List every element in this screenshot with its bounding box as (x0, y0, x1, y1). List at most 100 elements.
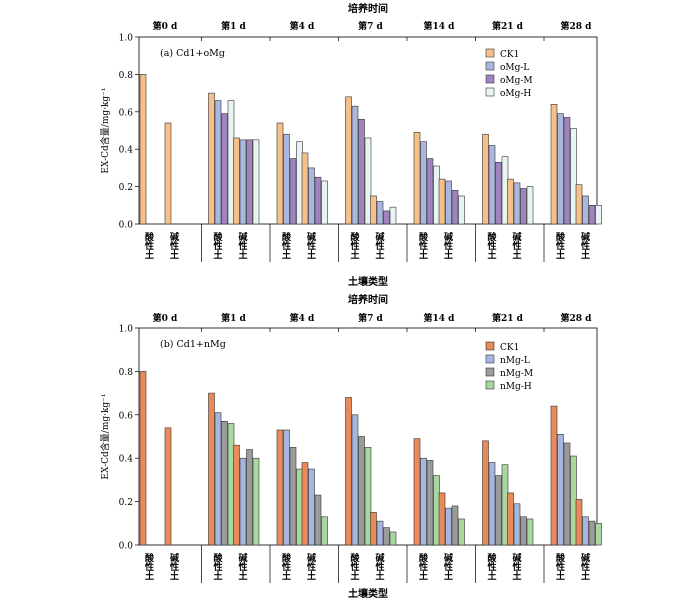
bar-ck1 (301, 462, 309, 546)
bar-nmg-l (420, 457, 427, 546)
bar-omg-m (314, 176, 322, 225)
bar-ck1 (413, 132, 421, 225)
bar-nmg-l (283, 429, 290, 546)
bar-nmg-h (227, 423, 235, 546)
soil-label: 酸性土 (212, 231, 223, 259)
y-axis-label: EX-Cd含量/mg·kg⁻¹ (99, 87, 111, 173)
soil-label: 碱性土 (374, 552, 385, 580)
bar-omg-m (426, 158, 434, 225)
bar-ck1 (575, 184, 583, 225)
y-tick-label: 0.0 (119, 542, 134, 552)
bar-ck1 (550, 405, 558, 546)
y-tick-label: 0.8 (119, 368, 134, 378)
day-label: 第7 d (358, 20, 383, 32)
bar-ck1 (345, 96, 352, 225)
y-axis-label: EX-Cd含量/mg·kg⁻¹ (99, 393, 111, 479)
soil-label: 酸性土 (280, 231, 291, 259)
soil-label: 碱性土 (511, 231, 522, 259)
soil-label: 碱性土 (168, 552, 179, 580)
bar-nmg-l (308, 468, 315, 546)
bar-ck1 (301, 152, 309, 225)
soil-label: 碱性土 (305, 552, 316, 580)
legend-label: oMg-L (500, 63, 529, 73)
panel-label: (a) Cd1+oMg (160, 48, 225, 59)
bar-omg-m (221, 113, 228, 225)
bar-nmg-h (595, 522, 602, 546)
bar-omg-h (296, 141, 303, 225)
bar-nmg-h (321, 516, 328, 546)
bar-nmg-m (520, 516, 527, 546)
day-label: 第7 d (358, 312, 383, 324)
day-label: 第1 d (221, 20, 246, 32)
soil-label: 碱性土 (579, 552, 590, 580)
soil-label: 碱性土 (305, 231, 316, 259)
y-tick-label: 1.0 (119, 325, 134, 335)
bar-nmg-l (582, 516, 589, 546)
bar-ck1 (438, 492, 446, 546)
bar-ck1 (208, 392, 215, 546)
bar-omg-h (570, 128, 577, 225)
panel-label: (b) Cd1+nMg (160, 339, 226, 350)
bar-nmg-h (433, 475, 440, 546)
bar-omg-l (445, 180, 452, 225)
bar-omg-m (520, 188, 527, 225)
legend-label: oMg-H (500, 89, 531, 99)
x-axis-label: 土壤类型 (348, 275, 388, 288)
bar-omg-l (308, 167, 315, 225)
bar-ck1 (370, 512, 377, 546)
soil-label: 酸性土 (280, 552, 291, 580)
bar-nmg-h (296, 468, 303, 546)
bar-ck1 (139, 371, 147, 546)
bar-omg-h (227, 100, 235, 225)
y-tick-label: 0.6 (119, 411, 134, 421)
top-title: 培养时间 (348, 293, 388, 306)
bar-nmg-l (513, 503, 521, 546)
bar-nmg-l (351, 414, 359, 546)
bar-omg-h (501, 156, 509, 225)
bar-ck1 (438, 178, 446, 225)
y-tick-label: 0.6 (119, 108, 134, 118)
soil-label: 酸性土 (554, 231, 565, 259)
bar-ck1 (139, 74, 147, 225)
bar-omg-h (458, 195, 465, 225)
bar-omg-h (364, 137, 372, 225)
soil-label: 碱性土 (442, 552, 453, 580)
bar-omg-l (351, 105, 359, 225)
legend-label: CK1 (500, 50, 519, 60)
soil-label: 酸性土 (143, 552, 154, 580)
day-label: 第21 d (492, 312, 524, 324)
bar-omg-m (289, 158, 297, 225)
bar-omg-l (239, 139, 247, 225)
bar-nmg-h (364, 447, 372, 546)
soil-label: 酸性土 (349, 552, 360, 580)
soil-label: 碱性土 (168, 231, 179, 259)
soil-label: 酸性土 (554, 552, 565, 580)
soil-label: 碱性土 (237, 231, 248, 259)
bar-nmg-h (389, 531, 397, 546)
bar-omg-h (433, 165, 440, 225)
bar-omg-l (582, 195, 589, 225)
bar-nmg-m (314, 494, 322, 546)
bar-nmg-m (221, 421, 228, 546)
soil-label: 碱性土 (442, 231, 453, 259)
soil-label: 碱性土 (579, 231, 590, 259)
day-label: 第4 d (290, 20, 315, 32)
bar-omg-m (383, 210, 390, 225)
bar-omg-m (358, 118, 365, 225)
bar-nmg-m (358, 436, 365, 546)
bar-omg-m (563, 117, 571, 225)
bar-ck1 (164, 427, 172, 546)
bar-nmg-l (445, 507, 452, 546)
day-label: 第4 d (290, 312, 315, 324)
soil-label: 酸性土 (486, 552, 497, 580)
bar-nmg-m (383, 527, 390, 546)
bar-omg-l (376, 201, 384, 225)
day-label: 第0 d (153, 20, 178, 32)
bar-omg-h (252, 139, 260, 225)
soil-label: 碱性土 (511, 552, 522, 580)
soil-label: 酸性土 (143, 231, 154, 259)
bar-omg-h (321, 180, 328, 225)
day-label: 第1 d (221, 312, 246, 324)
day-label: 第14 d (424, 20, 456, 32)
top-title: 培养时间 (348, 2, 388, 15)
